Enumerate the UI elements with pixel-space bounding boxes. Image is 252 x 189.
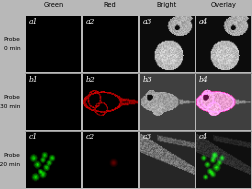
Text: Probe: Probe [3, 153, 20, 158]
Text: a2: a2 [86, 18, 95, 26]
Text: 30 min: 30 min [0, 104, 20, 109]
Text: c3: c3 [142, 133, 151, 142]
Text: c2: c2 [86, 133, 95, 142]
Text: b3: b3 [142, 76, 152, 84]
Text: Red: Red [104, 2, 117, 8]
Text: a1: a1 [29, 18, 38, 26]
Text: b4: b4 [199, 76, 209, 84]
Text: Green: Green [43, 2, 64, 8]
Text: Overlay: Overlay [211, 2, 237, 8]
Text: Bright: Bright [157, 2, 177, 8]
Text: c1: c1 [29, 133, 38, 142]
Text: a4: a4 [199, 18, 208, 26]
Text: c4: c4 [199, 133, 208, 142]
Text: 120 min: 120 min [0, 162, 20, 167]
Text: b2: b2 [86, 76, 96, 84]
Text: a3: a3 [142, 18, 152, 26]
Text: b1: b1 [29, 76, 39, 84]
Text: Probe: Probe [3, 37, 20, 42]
Text: 0 min: 0 min [4, 46, 20, 51]
Text: Probe: Probe [3, 95, 20, 100]
